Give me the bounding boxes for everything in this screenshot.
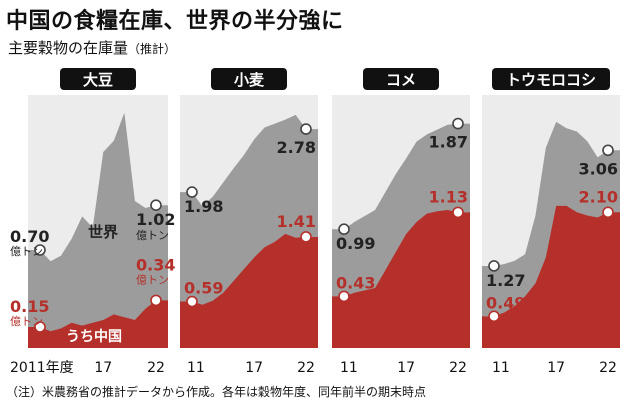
world-end-label: 1.87 <box>429 133 468 152</box>
china-start-point <box>488 310 500 323</box>
x-tick-start: 11 <box>340 360 358 376</box>
world-end-point <box>452 117 464 130</box>
china-end-unit: 億トン <box>136 273 169 286</box>
panel-header <box>492 68 610 90</box>
world-start-label: 0.99 <box>336 234 375 253</box>
x-tick-mid: 17 <box>94 360 112 376</box>
x-tick-start: 11 <box>492 360 510 376</box>
china-start-label: 0.43 <box>336 273 375 292</box>
world-end-point <box>602 144 614 157</box>
chart-subtitle: 主要穀物の在庫量（推計） <box>8 37 176 58</box>
china-end-point <box>150 294 162 307</box>
x-tick-start: 11 <box>187 360 205 376</box>
x-tick-end: 22 <box>599 360 617 376</box>
panel-header <box>363 68 439 90</box>
panel-title: 大豆 <box>83 71 113 89</box>
china-start-point <box>338 290 350 303</box>
china-area <box>482 205 620 348</box>
x-tick-start: 2011年度 <box>10 360 74 376</box>
world-end-label: 1.02 <box>136 210 175 229</box>
china-start-label: 0.15 <box>10 297 49 316</box>
china-start-point <box>186 295 198 308</box>
panel-header <box>211 68 287 90</box>
panel-3: コメ 0.99 1.87 0.43 1.13 11 17 22 <box>332 68 470 376</box>
panel-title: コメ <box>386 71 416 89</box>
china-end-label: 2.10 <box>579 187 618 206</box>
panel-1: 大豆0.70億トン1.02億トン0.15億トン0.34億トン世界うち中国2011… <box>10 68 175 376</box>
world-start-point <box>34 244 46 256</box>
x-tick-end: 22 <box>449 360 467 376</box>
world-start-point <box>186 186 198 198</box>
world-end-label: 2.78 <box>277 138 316 157</box>
world-end-point <box>300 123 312 135</box>
china-area <box>28 300 168 348</box>
x-tick-end: 22 <box>297 360 315 376</box>
subtitle-note: （推計） <box>128 42 177 56</box>
footnote: （注）米農務省の推計データから作成。各年は穀物年度、同年前半の期末時点 <box>6 385 427 399</box>
china-end-point <box>300 231 312 243</box>
china-area <box>180 233 318 348</box>
world-start-label: 0.70 <box>10 227 49 246</box>
china-end-label: 1.13 <box>429 187 468 206</box>
world-start-label: 1.27 <box>486 271 525 290</box>
world-start-point <box>488 260 500 272</box>
china-start-label: 0.59 <box>184 279 223 298</box>
x-tick-end: 22 <box>147 360 165 376</box>
world-end-unit: 億トン <box>136 229 169 242</box>
china-start-point <box>34 321 46 333</box>
x-tick-mid: 17 <box>547 360 565 376</box>
chart-title: 中国の食糧在庫、世界の半分強に <box>6 9 344 34</box>
panel-2: 小麦 1.98 2.78 0.59 1.41 11 17 22 <box>180 68 318 376</box>
panel-title: 小麦 <box>234 71 265 89</box>
china-area <box>332 210 470 348</box>
china-start-label: 0.49 <box>486 293 525 312</box>
world-start-label: 1.98 <box>184 197 223 216</box>
china-start-unit: 億トン <box>10 315 43 328</box>
world-end-label: 3.06 <box>579 159 618 178</box>
china-end-label: 0.34 <box>136 255 175 274</box>
world-series-label: 世界 <box>88 223 118 241</box>
china-end-point <box>452 206 464 219</box>
world-start-point <box>338 223 350 235</box>
x-tick-mid: 17 <box>397 360 415 376</box>
china-end-label: 1.41 <box>277 212 316 231</box>
world-end-point <box>150 199 162 211</box>
panel-4: トウモロコシ 1.27 3.06 0.49 2.10 11 17 22 <box>482 68 620 376</box>
x-tick-mid: 17 <box>245 360 263 376</box>
panel-header <box>60 68 136 90</box>
world-start-unit: 億トン <box>10 245 43 258</box>
china-end-point <box>602 206 614 219</box>
panel-title: トウモロコシ <box>506 71 596 89</box>
subtitle-text: 主要穀物の在庫量 <box>8 39 129 57</box>
world-area <box>28 112 168 348</box>
china-series-label: うち中国 <box>66 328 122 345</box>
